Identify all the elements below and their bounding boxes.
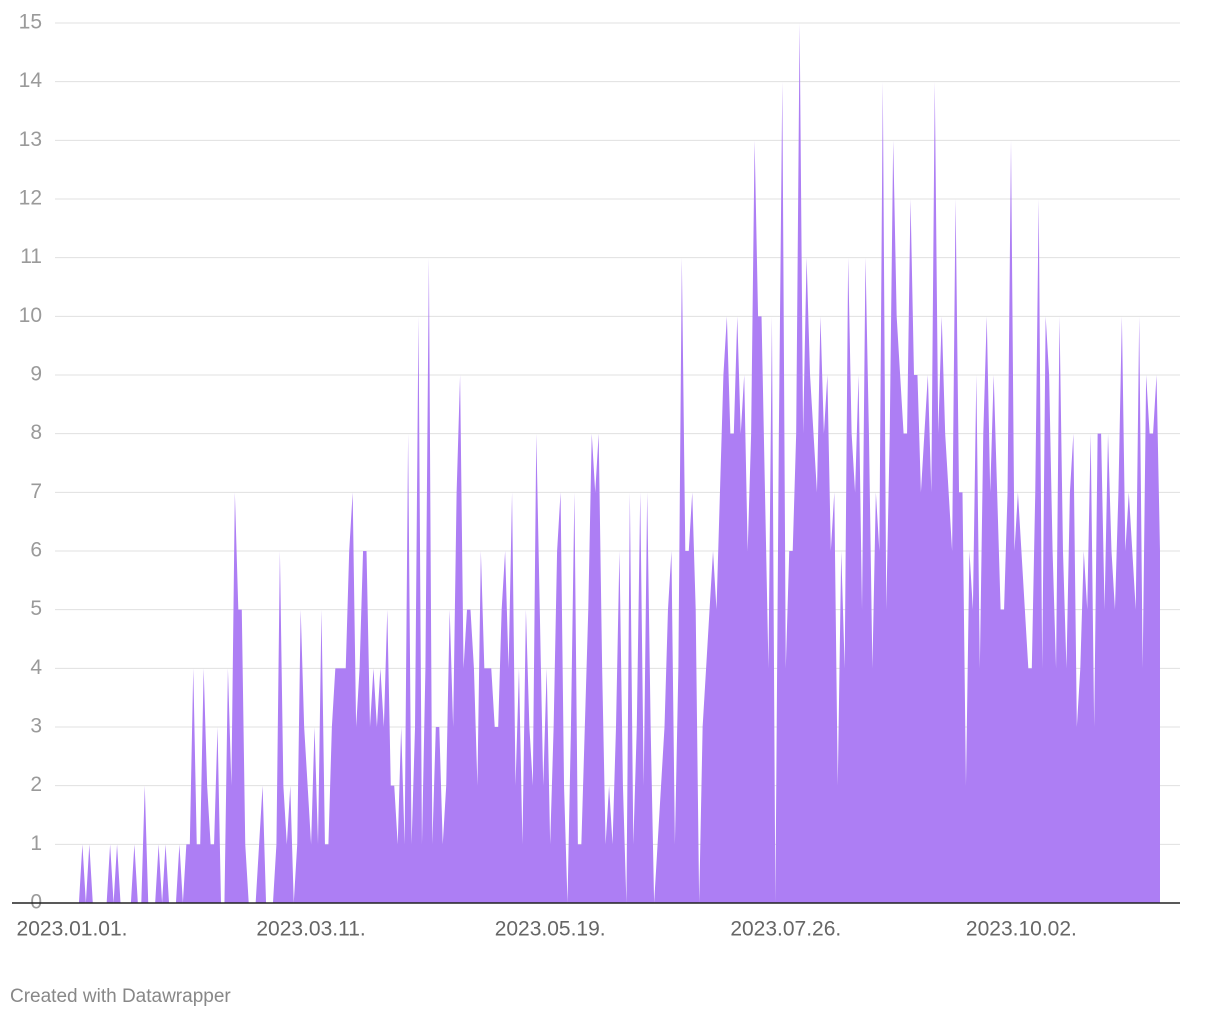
x-tick-label: 2023.10.02. [966, 918, 1077, 941]
y-tick-label: 3 [30, 715, 42, 738]
y-tick-label: 12 [19, 187, 42, 210]
y-tick-label: 11 [20, 245, 42, 268]
x-tick-label: 2023.05.19. [495, 918, 606, 941]
x-tick-label: 2023.03.11. [256, 918, 365, 941]
footer: Created with Datawrapper [10, 986, 231, 1007]
y-tick-label: 4 [30, 656, 42, 679]
y-tick-label: 2 [30, 773, 42, 796]
y-tick-label: 5 [30, 597, 42, 620]
area [72, 23, 1160, 903]
y-tick-label: 14 [19, 69, 43, 92]
y-tick-label: 15 [19, 11, 42, 34]
y-tick-label: 0 [30, 891, 42, 914]
y-tick-label: 13 [19, 128, 42, 151]
y-tick-label: 8 [30, 421, 42, 444]
area-layer [72, 23, 1160, 903]
y-tick-label: 10 [19, 304, 42, 327]
x-tick-label: 2023.07.26. [730, 918, 841, 941]
y-tick-label: 6 [30, 539, 42, 562]
x-tick-label: 2023.01.01. [17, 918, 128, 941]
y-tick-label: 7 [30, 480, 42, 503]
y-tick-label: 9 [30, 363, 42, 386]
y-tick-label: 1 [30, 832, 42, 855]
